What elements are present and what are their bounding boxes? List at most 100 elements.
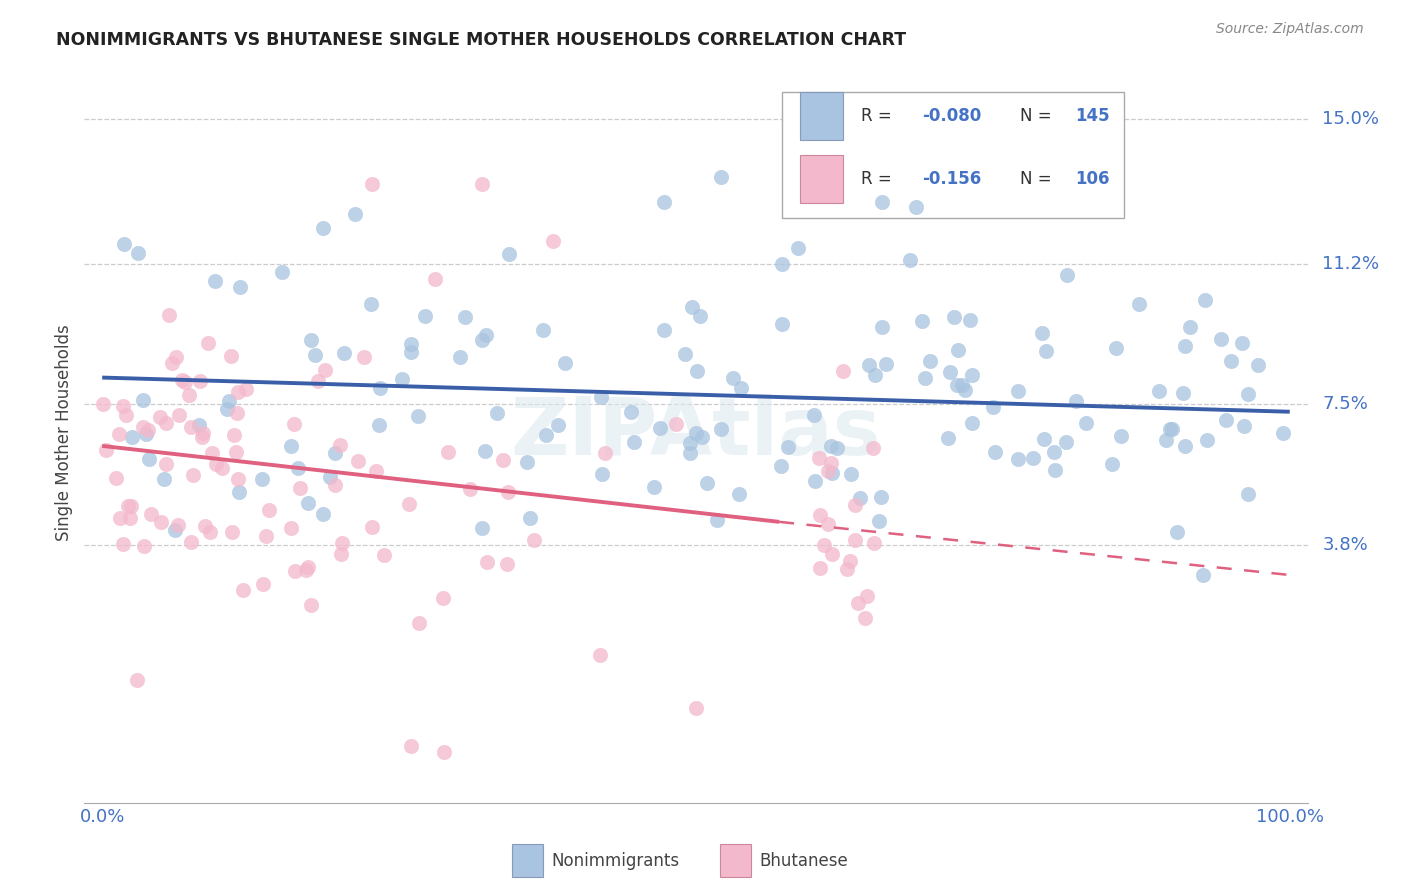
- Point: [219, 349, 242, 363]
- Point: [496, 485, 519, 500]
- Point: [406, 409, 429, 423]
- Point: [872, 194, 894, 209]
- Point: [177, 388, 200, 402]
- Point: [167, 408, 190, 422]
- Point: [474, 444, 496, 458]
- Text: 11.2%: 11.2%: [1322, 255, 1379, 273]
- Point: [108, 510, 131, 524]
- Point: [689, 309, 711, 323]
- Point: [280, 521, 302, 535]
- Point: [623, 435, 645, 450]
- Y-axis label: Single Mother Households: Single Mother Households: [55, 325, 73, 541]
- Point: [225, 444, 247, 458]
- Point: [870, 320, 893, 334]
- Point: [165, 523, 187, 537]
- Point: [323, 446, 346, 460]
- Point: [844, 533, 866, 547]
- Point: [1007, 384, 1029, 398]
- Point: [132, 392, 155, 407]
- Point: [690, 430, 713, 444]
- Point: [252, 577, 274, 591]
- Point: [190, 430, 212, 444]
- Point: [862, 441, 884, 455]
- Point: [204, 457, 226, 471]
- Point: [848, 596, 870, 610]
- Point: [228, 485, 250, 500]
- Point: [112, 237, 135, 252]
- Point: [160, 356, 183, 370]
- Point: [413, 309, 436, 323]
- Point: [1209, 332, 1232, 346]
- Point: [1174, 338, 1197, 352]
- Point: [1174, 439, 1197, 453]
- Point: [953, 384, 976, 398]
- Bar: [720, 844, 751, 877]
- Point: [491, 452, 513, 467]
- Point: [827, 441, 849, 455]
- Point: [981, 401, 1004, 415]
- Point: [946, 377, 969, 392]
- Point: [423, 272, 446, 286]
- Point: [299, 598, 322, 612]
- Point: [547, 418, 569, 433]
- Point: [475, 555, 498, 569]
- Point: [914, 371, 936, 385]
- Point: [709, 422, 731, 436]
- Point: [120, 499, 142, 513]
- Point: [911, 314, 934, 328]
- Point: [108, 426, 131, 441]
- Point: [905, 201, 928, 215]
- Point: [1178, 320, 1201, 334]
- Point: [839, 554, 862, 568]
- Point: [498, 247, 520, 261]
- Text: 3.8%: 3.8%: [1322, 535, 1368, 554]
- Point: [105, 471, 128, 485]
- Point: [855, 589, 877, 603]
- Point: [817, 465, 839, 479]
- Point: [832, 364, 855, 378]
- Point: [534, 428, 557, 442]
- Point: [257, 503, 280, 517]
- Point: [226, 406, 249, 420]
- Point: [280, 439, 302, 453]
- Point: [786, 241, 808, 255]
- Point: [165, 350, 187, 364]
- Point: [254, 529, 277, 543]
- Point: [946, 343, 969, 357]
- Point: [1232, 336, 1254, 351]
- Point: [370, 381, 392, 395]
- Point: [858, 359, 880, 373]
- Point: [531, 323, 554, 337]
- Point: [222, 427, 245, 442]
- Point: [198, 524, 221, 539]
- Point: [1237, 487, 1260, 501]
- Point: [1022, 451, 1045, 466]
- Point: [155, 416, 177, 430]
- Point: [360, 297, 382, 311]
- Point: [1237, 387, 1260, 401]
- Point: [803, 408, 825, 422]
- Point: [215, 402, 238, 417]
- Point: [235, 382, 257, 396]
- Point: [1192, 568, 1215, 582]
- Point: [770, 458, 793, 473]
- Point: [654, 195, 676, 210]
- Point: [114, 409, 136, 423]
- Point: [1219, 354, 1241, 368]
- Text: R =: R =: [860, 107, 897, 125]
- Bar: [513, 844, 543, 877]
- Point: [297, 496, 319, 510]
- Point: [960, 368, 983, 382]
- Point: [1161, 422, 1184, 436]
- Point: [297, 560, 319, 574]
- Text: Source: ZipAtlas.com: Source: ZipAtlas.com: [1216, 22, 1364, 37]
- Point: [197, 335, 219, 350]
- Point: [117, 500, 139, 514]
- Point: [319, 469, 342, 483]
- Point: [839, 467, 862, 481]
- Point: [368, 418, 391, 433]
- Point: [311, 507, 333, 521]
- Point: [191, 425, 214, 440]
- Text: 7.5%: 7.5%: [1322, 395, 1368, 413]
- Point: [398, 497, 420, 511]
